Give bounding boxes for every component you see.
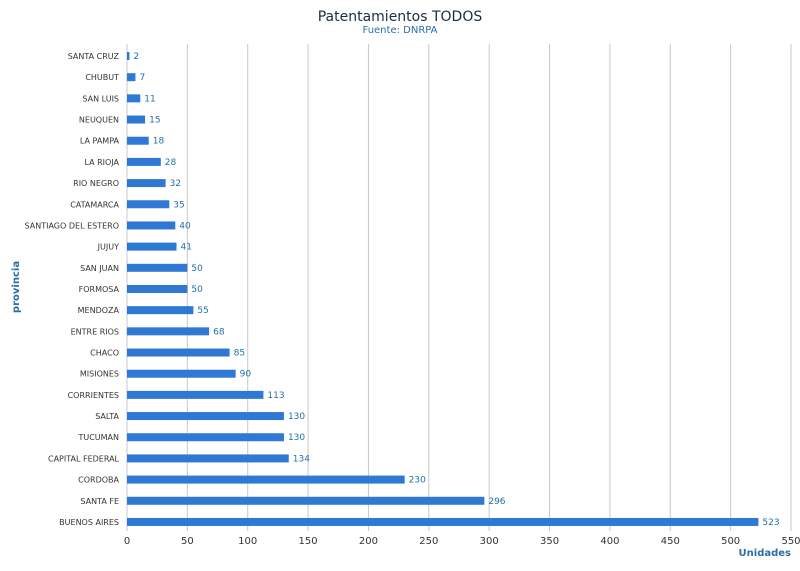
value-label: 85: [234, 349, 245, 359]
value-label: 130: [288, 433, 305, 443]
category-label: CHUBUT: [85, 73, 119, 82]
bar[interactable]: [127, 263, 188, 272]
x-tick-label: 400: [600, 536, 619, 547]
bar[interactable]: [127, 496, 485, 505]
category-label: LA RIOJA: [84, 158, 119, 167]
category-label: SANTIAGO DEL ESTERO: [25, 221, 119, 230]
bar[interactable]: [127, 52, 130, 60]
chart-subtitle: Fuente: DNRPA: [362, 25, 437, 36]
bar[interactable]: [127, 369, 236, 378]
category-label: CAPITAL FEDERAL: [48, 454, 120, 463]
value-label: 296: [488, 497, 505, 507]
x-tick-label: 550: [781, 536, 800, 547]
category-label: SALTA: [95, 412, 119, 421]
x-axis-ticks: 0 50 100 150 200 250 300 350 400 450 500 550: [124, 536, 800, 547]
category-label: JUJUY: [97, 243, 119, 252]
bar[interactable]: [127, 157, 161, 166]
category-label: SAN JUAN: [80, 264, 119, 273]
bar[interactable]: [127, 284, 188, 293]
x-tick-label: 0: [124, 536, 130, 547]
value-label: 523: [762, 518, 779, 528]
bar[interactable]: [127, 136, 149, 145]
value-label: 11: [144, 94, 155, 104]
bar[interactable]: [127, 200, 170, 209]
bar[interactable]: [127, 454, 289, 463]
value-label: 230: [409, 476, 426, 486]
x-tick-label: 300: [480, 536, 499, 547]
y-axis-title: provincia: [11, 261, 22, 313]
bar[interactable]: [127, 390, 264, 399]
category-label: RIO NEGRO: [73, 179, 119, 188]
bar[interactable]: [127, 242, 177, 251]
bar[interactable]: [127, 475, 405, 484]
value-label: 18: [153, 137, 165, 147]
category-label: LA PAMPA: [80, 137, 120, 146]
value-label: 130: [288, 412, 305, 422]
value-label: 50: [191, 285, 203, 295]
bar[interactable]: [127, 433, 284, 442]
value-label: 7: [139, 73, 145, 83]
value-labels: 2 7 11 15 18 28 32 35 40 41 50 50 55 68 85 90 113 130 130 1…: [133, 52, 779, 528]
category-label: TUCUMAN: [77, 433, 119, 442]
value-label: 2: [133, 52, 139, 62]
category-label: SAN LUIS: [82, 94, 119, 103]
x-tick-label: 350: [540, 536, 559, 547]
category-label: SANTA FE: [80, 497, 119, 506]
category-label: NEUQUEN: [79, 116, 119, 125]
category-label: MENDOZA: [78, 306, 120, 315]
bar[interactable]: [127, 327, 210, 336]
value-label: 35: [173, 200, 184, 210]
x-tick-label: 500: [721, 536, 740, 547]
value-label: 28: [165, 158, 177, 168]
bar[interactable]: [127, 73, 136, 82]
value-label: 40: [179, 221, 191, 231]
value-label: 68: [213, 327, 225, 337]
value-label: 32: [170, 179, 181, 189]
bar[interactable]: [127, 306, 194, 315]
category-label: CHACO: [90, 349, 119, 358]
value-label: 50: [191, 264, 203, 274]
x-tick-label: 250: [419, 536, 438, 547]
value-label: 15: [149, 116, 160, 126]
category-label: ENTRE RIOS: [71, 327, 119, 336]
bars: [127, 52, 759, 526]
category-labels: SANTA CRUZ CHUBUT SAN LUIS NEUQUEN LA PAMPA L…: [25, 52, 120, 527]
bar[interactable]: [127, 412, 284, 421]
value-label: 134: [293, 454, 310, 464]
bar[interactable]: [127, 517, 759, 526]
category-label: CORDOBA: [78, 476, 119, 485]
bar[interactable]: [127, 221, 176, 230]
category-label: BUENOS AIRES: [59, 518, 119, 527]
x-axis-title: Unidades: [739, 548, 792, 559]
x-tick-label: 200: [359, 536, 378, 547]
bar[interactable]: [127, 94, 141, 103]
category-label: CORRIENTES: [68, 391, 119, 400]
x-tick-label: 450: [661, 536, 680, 547]
value-label: 41: [180, 243, 191, 253]
chart-title: Patentamientos TODOS: [318, 9, 483, 25]
bar[interactable]: [127, 179, 166, 188]
gridlines: [126, 44, 792, 531]
category-label: SANTA CRUZ: [68, 52, 120, 61]
value-label: 55: [197, 306, 208, 316]
category-label: MISIONES: [80, 370, 119, 379]
x-tick-label: 100: [238, 536, 257, 547]
value-label: 113: [267, 391, 284, 401]
value-label: 90: [240, 370, 252, 380]
x-tick-label: 50: [181, 536, 194, 547]
bar[interactable]: [127, 115, 146, 124]
bar[interactable]: [127, 348, 230, 357]
category-label: FORMOSA: [79, 285, 120, 294]
category-label: CATAMARCA: [70, 200, 119, 209]
x-tick-label: 150: [299, 536, 318, 547]
